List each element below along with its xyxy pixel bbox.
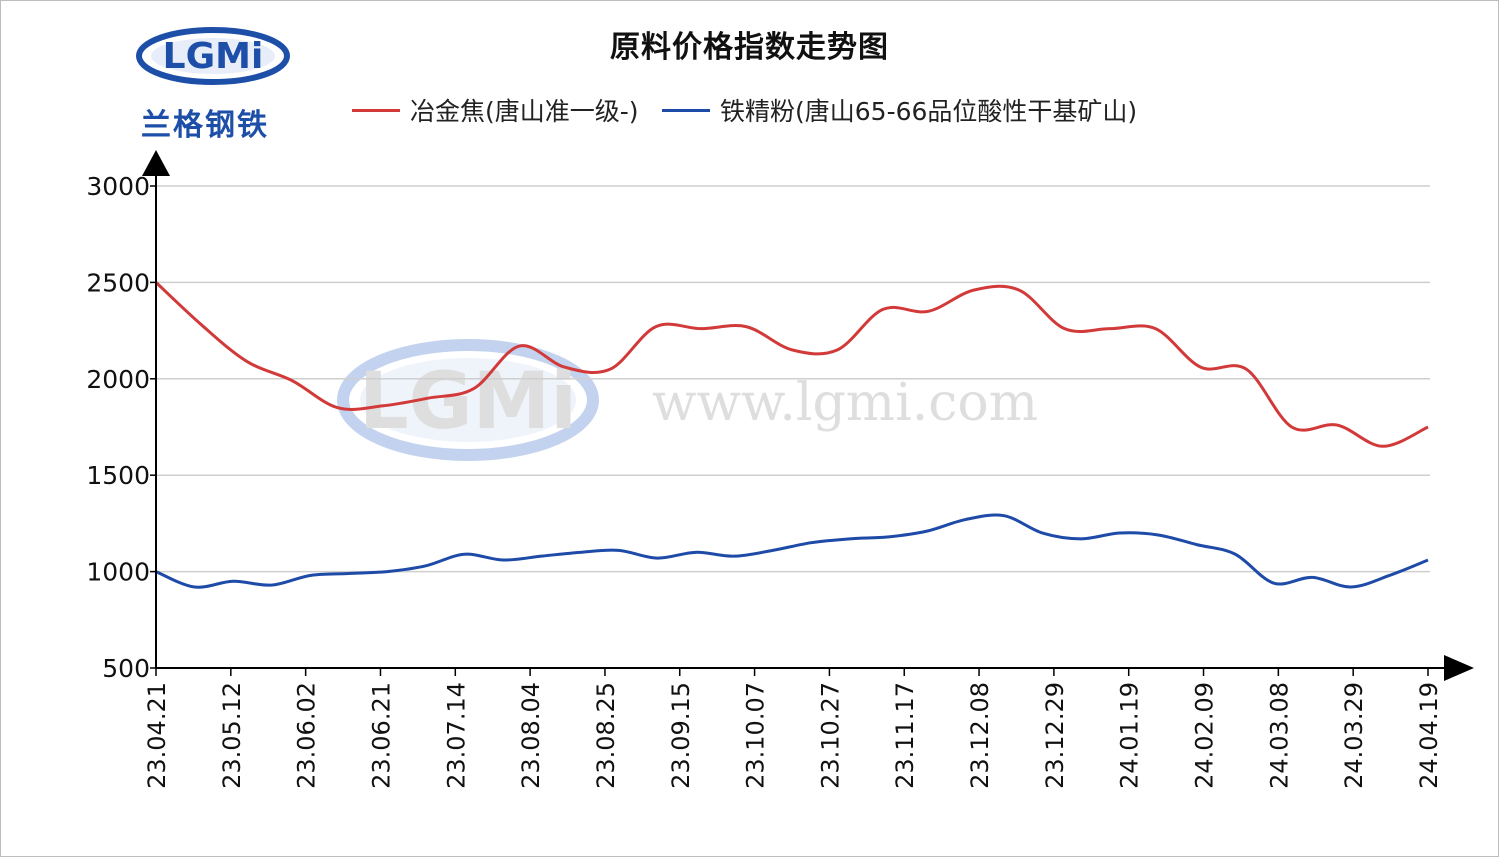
x-tick-label: 23.12.29 [1041,682,1069,789]
y-tick-label: 1000 [86,558,150,587]
legend-label-coke: 冶金焦(唐山准一级-) [410,97,639,126]
x-tick-label: 23.12.08 [966,682,994,789]
x-tick-label: 23.04.21 [143,682,171,789]
series-line-coke [154,281,1429,448]
legend-swatch-iron [662,108,710,112]
watermark-mark: LGMi [359,357,577,447]
y-tick-label: 500 [102,654,150,683]
x-tick-label: 23.06.21 [367,682,395,789]
y-tick-label: 3000 [86,172,150,201]
x-tick-label: 24.02.09 [1191,682,1219,789]
lgmi-logo-icon: LGMi [136,27,290,85]
y-tick-label: 1500 [86,461,150,490]
x-tick-label: 23.10.07 [742,682,770,789]
y-axis-arrow [142,150,170,176]
legend-item-iron: 铁精粉(唐山65-66品位酸性干基矿山) [662,92,1137,128]
legend-label-iron: 铁精粉(唐山65-66品位酸性干基矿山) [720,97,1138,126]
x-tick-label: 23.07.14 [442,682,470,789]
x-tick-label: 24.03.08 [1265,682,1293,789]
x-axis-arrow [1444,655,1474,681]
x-tick-label: 23.08.25 [592,682,620,789]
x-tick-label: 24.04.19 [1415,682,1443,789]
x-tick-label: 23.05.12 [218,682,246,789]
x-tick-label: 23.10.27 [816,682,844,789]
x-tick-label: 24.01.19 [1116,682,1144,789]
x-tick-label: 23.09.15 [667,682,695,789]
x-tick-label: 23.11.17 [891,682,919,789]
y-tick-label: 2000 [86,365,150,394]
series-line-iron [155,513,1429,589]
lgmi-logo: LGMi 兰格钢铁 [135,20,295,143]
legend-swatch-coke [352,108,400,112]
y-tick-label: 2500 [86,268,150,297]
watermark-url: www.lgmi.com [652,373,1038,433]
x-tick-label: 23.08.04 [517,682,545,789]
chart-title: 原料价格指数走势图 [610,30,889,65]
x-tick-label: 24.03.29 [1340,682,1368,789]
x-tick-label: 23.06.02 [293,682,321,789]
logo-mark-text: LGMi [163,36,264,77]
logo-cn-name: 兰格钢铁 [141,108,269,143]
legend-item-coke: 冶金焦(唐山准一级-) [352,92,639,128]
watermark: LGMi www.lgmi.com [337,339,1038,461]
